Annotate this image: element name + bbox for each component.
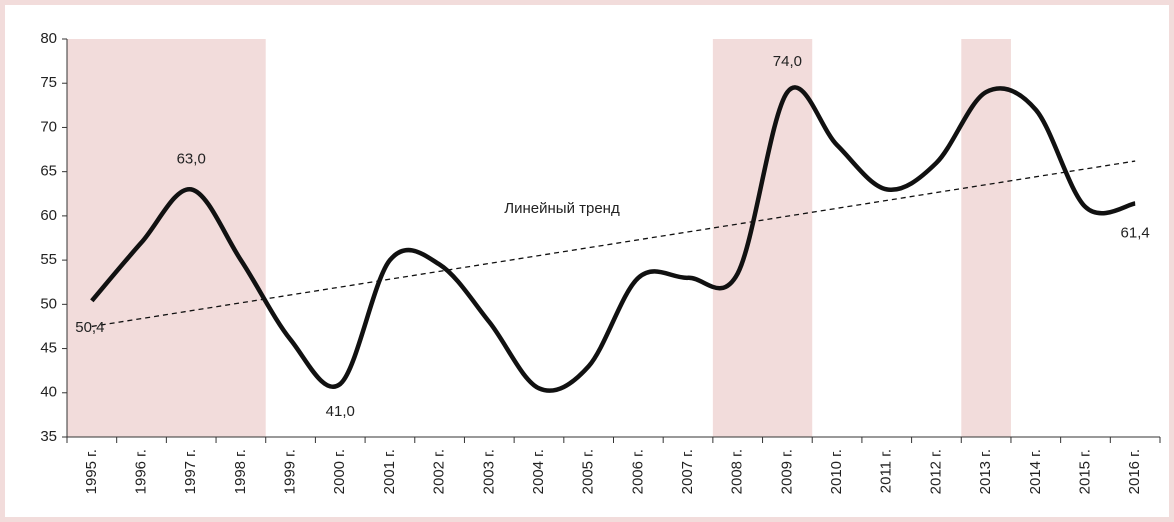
data-label: 74,0	[773, 53, 802, 70]
x-tick-label: 1996 г.	[132, 449, 149, 494]
x-tick-label: 2001 г.	[381, 449, 398, 494]
x-tick-label: 2011 г.	[878, 449, 895, 493]
x-tick-label: 2003 г.	[480, 449, 497, 494]
shaded-period	[712, 39, 813, 437]
x-tick-label: 2006 г.	[629, 449, 646, 494]
y-tick-label: 40	[40, 384, 57, 401]
data-label: 41,0	[326, 403, 355, 420]
x-tick-label: 2005 г.	[580, 449, 597, 494]
x-tick-label: 2008 г.	[729, 449, 746, 494]
x-tick-label: 2002 г.	[431, 449, 448, 494]
y-tick-label: 70	[40, 118, 57, 135]
data-label: 61,4	[1121, 224, 1150, 241]
data-label: 50,4	[75, 319, 104, 336]
x-tick-label: 1995 г.	[83, 449, 100, 494]
shaded-period	[961, 39, 1011, 437]
shaded-period	[67, 39, 266, 437]
x-tick-label: 2000 г.	[331, 449, 348, 494]
data-label: 63,0	[177, 150, 206, 167]
y-tick-label: 80	[40, 30, 57, 47]
y-tick-label: 35	[40, 428, 57, 445]
x-tick-label: 2009 г.	[778, 449, 795, 494]
line	[90, 85, 1136, 393]
x-tick-label: 2014 г.	[1027, 449, 1044, 494]
y-tick-label: 55	[40, 251, 57, 268]
y-tick-label: 45	[40, 340, 57, 357]
y-tick-label: 65	[40, 163, 57, 180]
x-tick-label: 2004 г.	[530, 449, 547, 494]
x-tick-label: 2016 г.	[1126, 449, 1143, 494]
x-tick-label: 1999 г.	[282, 449, 299, 494]
x-tick-label: 2010 г.	[828, 449, 845, 494]
y-tick-label: 50	[40, 295, 57, 312]
trend-label: Линейный тренд	[504, 200, 620, 217]
x-tick-label: 1997 г.	[182, 449, 199, 494]
x-tick-label: 2013 г.	[977, 449, 994, 494]
x-tick-label: 2007 г.	[679, 449, 696, 494]
x-tick-label: 2015 г.	[1076, 449, 1093, 494]
y-tick-label: 75	[40, 74, 57, 91]
x-tick-label: 2012 г.	[927, 449, 944, 494]
y-tick-label: 60	[40, 207, 57, 224]
x-tick-label: 1998 г.	[232, 449, 249, 494]
